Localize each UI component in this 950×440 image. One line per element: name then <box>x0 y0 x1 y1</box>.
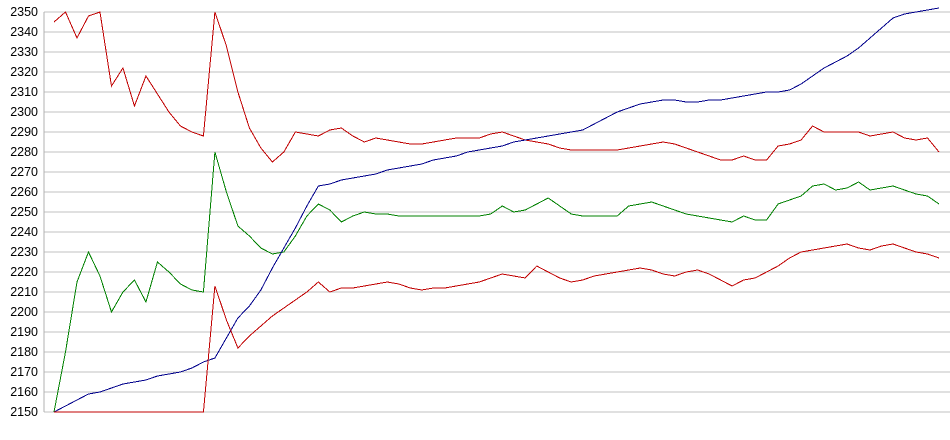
svg-text:2230: 2230 <box>10 245 38 259</box>
svg-text:2270: 2270 <box>10 165 38 179</box>
svg-text:2200: 2200 <box>10 305 38 319</box>
svg-text:2310: 2310 <box>10 85 38 99</box>
svg-text:2240: 2240 <box>10 225 38 239</box>
svg-text:2320: 2320 <box>10 65 38 79</box>
svg-text:2340: 2340 <box>10 25 38 39</box>
svg-text:2160: 2160 <box>10 385 38 399</box>
svg-text:2290: 2290 <box>10 125 38 139</box>
svg-text:2260: 2260 <box>10 185 38 199</box>
svg-text:2280: 2280 <box>10 145 38 159</box>
svg-text:2330: 2330 <box>10 45 38 59</box>
svg-text:2180: 2180 <box>10 345 38 359</box>
svg-text:2150: 2150 <box>10 405 38 419</box>
svg-text:2300: 2300 <box>10 105 38 119</box>
svg-text:2350: 2350 <box>10 5 38 19</box>
svg-text:2250: 2250 <box>10 205 38 219</box>
svg-text:2170: 2170 <box>10 365 38 379</box>
svg-text:2190: 2190 <box>10 325 38 339</box>
svg-text:2220: 2220 <box>10 265 38 279</box>
svg-text:2210: 2210 <box>10 285 38 299</box>
